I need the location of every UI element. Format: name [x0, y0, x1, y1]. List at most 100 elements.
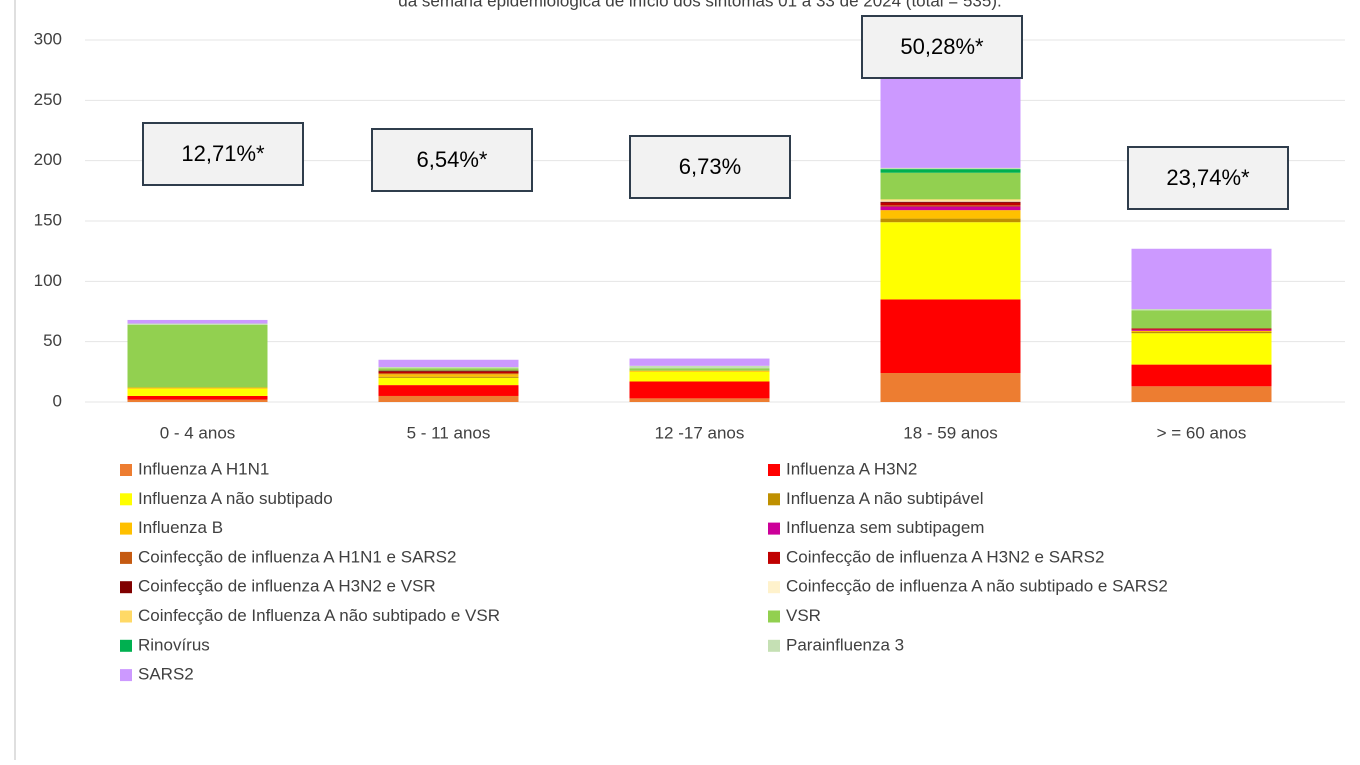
chart-title: da semana epidemiológica de início dos s… — [398, 0, 1001, 10]
y-tick-label: 250 — [34, 90, 62, 109]
bar-segment — [127, 319, 268, 324]
bar-segment — [880, 373, 1021, 402]
bar-segment — [629, 365, 770, 369]
bar-segment — [880, 201, 1021, 203]
legend-swatch — [120, 669, 132, 682]
bar-segment — [629, 398, 770, 402]
bar-segment — [127, 324, 268, 388]
chart-frame — [14, 0, 16, 765]
bar-segment — [1131, 329, 1272, 331]
bar-segment — [880, 218, 1021, 223]
bar-segment — [127, 387, 268, 389]
legend-swatch — [120, 493, 132, 506]
bar-segment — [1131, 328, 1272, 330]
bar-segment — [378, 370, 519, 372]
bar-segment — [378, 376, 519, 378]
legend-swatch — [120, 551, 132, 564]
legend-swatch — [768, 639, 780, 652]
bar-segment — [378, 359, 519, 368]
bar-segment — [127, 323, 268, 325]
bar-segment — [629, 371, 770, 382]
legend-label: Rinovírus — [138, 635, 210, 654]
bar-segment — [880, 206, 1021, 211]
legend-swatch — [120, 464, 132, 476]
bar-segment — [629, 381, 770, 399]
bar-segment — [880, 167, 1021, 170]
bar-segment — [880, 199, 1021, 201]
annotation: 23,74%* — [1166, 165, 1250, 190]
legend-swatch — [120, 610, 132, 623]
x-tick-label: 0 - 4 anos — [160, 423, 236, 442]
legend-label: Influenza A não subtipável — [786, 489, 984, 508]
bar-segment — [378, 385, 519, 396]
y-tick-label: 300 — [34, 29, 62, 48]
bar-segment — [1131, 364, 1272, 387]
annotation-box — [371, 128, 533, 192]
legend-swatch — [120, 522, 132, 535]
legend-label: Coinfecção de influenza A H1N1 e SARS2 — [138, 547, 456, 566]
legend-swatch — [768, 610, 780, 623]
annotation-box — [1127, 146, 1289, 210]
bar-segment — [378, 373, 519, 375]
bar-segment — [880, 200, 1021, 202]
bar-segment — [880, 222, 1021, 300]
bar-segment — [880, 205, 1021, 207]
annotation: 6,54%* — [417, 147, 488, 172]
bar-segment — [880, 169, 1021, 173]
legend-swatch — [768, 493, 780, 506]
legend-label: SARS2 — [138, 665, 194, 684]
bar-segment — [127, 395, 268, 400]
bar-segment — [378, 368, 519, 371]
bar-segment — [1131, 386, 1272, 402]
bar-segment — [1131, 333, 1272, 365]
legend-label: Influenza A H3N2 — [786, 459, 917, 478]
bar-segment — [629, 368, 770, 371]
y-tick-label: 150 — [34, 210, 62, 229]
y-tick-label: 100 — [34, 271, 62, 290]
legend-label: Influenza B — [138, 518, 223, 537]
legend-swatch — [768, 522, 780, 535]
bar-segment — [378, 377, 519, 386]
bar-segment — [378, 395, 519, 402]
bar-segment — [880, 299, 1021, 374]
y-tick-label: 0 — [53, 391, 62, 410]
x-tick-label: 5 - 11 anos — [407, 423, 491, 442]
annotation: 6,73% — [679, 154, 741, 179]
x-tick-label: 12 -17 anos — [655, 423, 745, 442]
bar-segment — [127, 399, 268, 402]
legend-label: Coinfecção de influenza A H3N2 e SARS2 — [786, 547, 1104, 566]
bar-segment — [1131, 309, 1272, 311]
legend-swatch — [768, 464, 780, 476]
bar-segment — [1131, 248, 1272, 310]
legend-swatch — [768, 581, 780, 594]
legend-label: Coinfecção de Influenza A não subtipado … — [138, 606, 500, 625]
legend-label: VSR — [786, 606, 821, 625]
legend-swatch — [768, 551, 780, 564]
bar-segment — [378, 367, 519, 369]
y-tick-label: 200 — [34, 150, 62, 169]
bar-segment — [880, 210, 1021, 219]
x-tick-label: 18 - 59 anos — [903, 423, 998, 442]
bar-segment — [629, 358, 770, 366]
bar-segment — [127, 388, 268, 396]
bar-segment — [629, 370, 770, 372]
legend-label: Parainfluenza 3 — [786, 635, 904, 654]
bar-segment — [1131, 330, 1272, 333]
bar-segment — [378, 374, 519, 377]
bar-segment — [1131, 332, 1272, 334]
bar-segment — [880, 172, 1021, 200]
bar-segment — [1131, 310, 1272, 329]
annotation: 50,28%* — [900, 34, 984, 59]
legend-label: Coinfecção de influenza A H3N2 e VSR — [138, 577, 436, 596]
bar-segment — [880, 202, 1021, 206]
legend-label: Coinfecção de influenza A não subtipado … — [786, 577, 1168, 596]
legend-label: Influenza A não subtipado — [138, 489, 333, 508]
y-tick-label: 50 — [43, 331, 62, 350]
legend-swatch — [120, 639, 132, 652]
legend-label: Influenza A H1N1 — [138, 459, 269, 478]
bar-segment — [880, 77, 1021, 168]
bar-segment — [378, 371, 519, 374]
legend-swatch — [120, 581, 132, 594]
x-tick-label: > = 60 anos — [1157, 423, 1247, 442]
